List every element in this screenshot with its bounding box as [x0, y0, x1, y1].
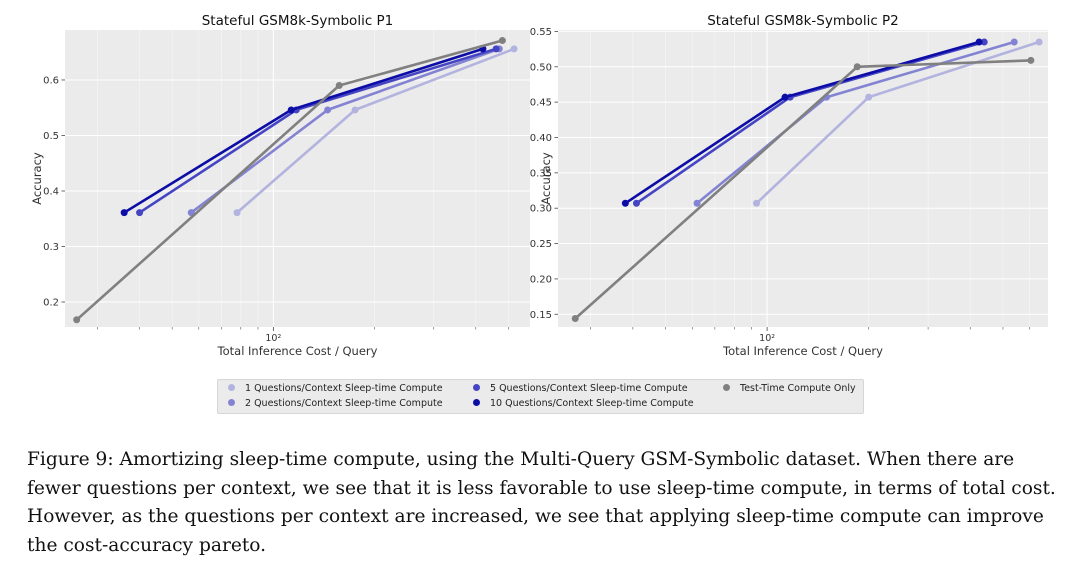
data-point — [693, 199, 701, 207]
legend-item: 1 Questions/Context Sleep-time Compute — [228, 383, 443, 394]
legend: 1 Questions/Context Sleep-time Compute 2… — [217, 379, 864, 414]
y-tick-label: 0.40 — [530, 133, 552, 144]
y-tick-label: 0.4 — [43, 186, 59, 197]
y-tick-label: 0.35 — [530, 168, 552, 179]
data-point — [571, 315, 579, 323]
y-tick-label: 0.3 — [43, 242, 59, 253]
y-tick-label: 0.50 — [530, 62, 552, 73]
data-point — [233, 209, 241, 217]
y-tick-label: 0.15 — [530, 310, 552, 321]
data-point — [853, 63, 861, 71]
y-axis-label: Accuracy — [30, 152, 44, 205]
legend-item: 5 Questions/Context Sleep-time Compute — [473, 383, 688, 394]
plot-background — [65, 30, 530, 327]
data-point — [324, 106, 332, 114]
data-point — [975, 38, 983, 46]
data-point — [632, 199, 640, 207]
chart-title: Stateful GSM8k-Symbolic P1 — [202, 13, 394, 29]
data-point — [621, 199, 629, 207]
x-axis-label: Total Inference Cost / Query — [217, 344, 378, 358]
data-point — [865, 93, 873, 101]
data-point — [510, 45, 518, 53]
data-point — [335, 82, 343, 90]
data-point — [781, 93, 789, 101]
y-tick-label: 0.30 — [530, 204, 552, 215]
plot-background — [558, 30, 1048, 327]
data-point — [1027, 56, 1035, 64]
y-tick-label: 0.6 — [43, 75, 59, 86]
legend-item: 2 Questions/Context Sleep-time Compute — [228, 398, 443, 409]
x-tick-label: 10² — [265, 333, 281, 344]
legend-label: 5 Questions/Context Sleep-time Compute — [490, 383, 688, 394]
data-point — [752, 199, 760, 207]
legend-label: 1 Questions/Context Sleep-time Compute — [245, 383, 443, 394]
x-axis-label: Total Inference Cost / Query — [722, 344, 883, 358]
data-point — [498, 37, 506, 45]
figure-charts: 0.2 0.3 0.4 0.5 0.6 10² Stateful GSM8k-Symboli… — [30, 13, 1048, 358]
legend-marker — [473, 399, 480, 406]
legend-label: 2 Questions/Context Sleep-time Compute — [245, 398, 443, 409]
data-point — [351, 106, 359, 114]
chart-title: Stateful GSM8k-Symbolic P2 — [707, 13, 899, 29]
legend-marker — [473, 384, 480, 391]
data-point — [120, 209, 128, 217]
y-tick-label: 0.20 — [530, 274, 552, 285]
legend-label: Test-Time Compute Only — [740, 383, 856, 394]
y-tick-label: 0.25 — [530, 239, 552, 250]
y-axis-label: Accuracy — [539, 152, 553, 205]
legend-marker — [723, 384, 730, 391]
legend-marker — [228, 384, 235, 391]
data-point — [492, 45, 500, 53]
legend-marker — [228, 399, 235, 406]
chart-p1: 0.2 0.3 0.4 0.5 0.6 10² Stateful GSM8k-Symboli… — [30, 13, 530, 358]
y-tick-label: 0.5 — [43, 131, 59, 142]
data-point — [1035, 38, 1043, 46]
legend-item: 10 Questions/Context Sleep-time Compute — [473, 398, 694, 409]
y-tick-label: 0.2 — [43, 298, 59, 309]
chart-p2: 0.15 0.20 0.25 0.30 0.35 0.40 0.45 0.50 0.55 10² S… — [530, 13, 1048, 358]
caption-text: Figure 9: Amortizing sleep-time compute,… — [27, 449, 1056, 556]
x-tick-label: 10² — [759, 333, 775, 344]
data-point — [980, 38, 988, 46]
data-point — [287, 106, 295, 114]
figure-caption: Figure 9: Amortizing sleep-time compute,… — [27, 446, 1067, 560]
data-point — [136, 209, 144, 217]
legend-item: Test-Time Compute Only — [723, 383, 856, 394]
data-point — [1010, 38, 1018, 46]
y-tick-label: 0.45 — [530, 98, 552, 109]
legend-label: 10 Questions/Context Sleep-time Compute — [490, 398, 694, 409]
y-tick-label: 0.55 — [530, 27, 552, 38]
data-point — [73, 316, 81, 324]
